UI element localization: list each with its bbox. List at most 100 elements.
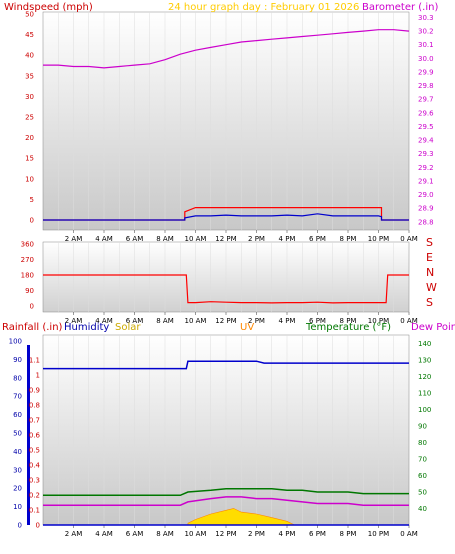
rain-y-tick-label: 0.1 (29, 507, 40, 515)
humidity-y-tick-label: 0 (18, 522, 22, 530)
dir-x-tick-label: 6 AM (126, 317, 144, 325)
humidity-y-tick-label: 40 (13, 448, 22, 456)
dir-y-tick-label: 90 (25, 287, 34, 295)
wind-y-tick-label: 5 (30, 196, 34, 204)
dir-y-tick-label: 270 (21, 256, 34, 264)
wind-x-tick-label: 6 AM (126, 235, 144, 243)
th-x-tick-label: 8 PM (340, 530, 357, 538)
baro-y-tick-label: 29.4 (418, 137, 434, 145)
wind-y-tick-label: 30 (25, 93, 34, 101)
humidity-y-tick-label: 100 (9, 338, 22, 346)
th-x-tick-label: 4 PM (279, 530, 296, 538)
rain-y-tick-label: 0.9 (29, 387, 40, 395)
solar-area (187, 508, 295, 526)
wind-y-tick-label: 10 (25, 175, 34, 183)
dir-compass-label: S (426, 236, 433, 249)
dir-x-tick-label: 4 PM (279, 317, 296, 325)
humidity-y-tick-label: 20 (13, 485, 22, 493)
dir-x-tick-label: 8 PM (340, 317, 357, 325)
solar-label: Solar (115, 322, 141, 333)
baro-y-tick-label: 29.8 (418, 82, 434, 90)
dir-x-tick-label: 12 PM (215, 317, 236, 325)
baro-y-tick-label: 30.2 (418, 28, 434, 36)
wind-x-tick-label: 2 PM (248, 235, 265, 243)
rain-y-tick-label: 1 (36, 372, 40, 380)
wind-x-tick-label: 12 PM (215, 235, 236, 243)
th-x-tick-label: 10 PM (368, 530, 389, 538)
dir-x-tick-label: 10 AM (185, 317, 207, 325)
temp-y-tick-label: 100 (418, 406, 431, 414)
baro-y-tick-label: 29.9 (418, 68, 434, 76)
wind-x-tick-label: 10 AM (185, 235, 207, 243)
temp-y-tick-label: 90 (418, 422, 427, 430)
baro-y-tick-label: 29.5 (418, 123, 434, 131)
wind-y-tick-label: 45 (25, 31, 34, 39)
wind-x-tick-label: 8 AM (156, 235, 174, 243)
th-x-tick-label: 0 AM (400, 530, 418, 538)
dewpoint-label: Dew Point (°F) (411, 322, 455, 333)
baro-y-tick-label: 29.2 (418, 164, 434, 172)
windspeed-series-line (43, 207, 409, 221)
wind-x-tick-label: 2 AM (65, 235, 83, 243)
rain-y-tick-label: 0.4 (29, 462, 41, 470)
wind-x-tick-label: 8 PM (340, 235, 357, 243)
dir-compass-label: E (426, 251, 433, 264)
wind-direction-series-line (43, 274, 409, 304)
temp-y-tick-label: 110 (418, 389, 431, 397)
th-x-tick-label: 6 PM (309, 530, 326, 538)
rain-axis-bar (27, 345, 30, 525)
temp-y-tick-label: 80 (418, 439, 427, 447)
wind-y-tick-label: 50 (25, 11, 34, 19)
humidity-label: Humidity (64, 322, 109, 333)
baro-y-tick-label: 29.3 (418, 150, 434, 158)
wind-y-tick-label: 35 (25, 72, 34, 80)
th-x-tick-label: 4 AM (95, 530, 113, 538)
average-wind-series-line (43, 213, 409, 221)
wind-x-tick-label: 0 AM (400, 235, 418, 243)
dir-x-tick-label: 4 AM (95, 317, 113, 325)
uv-label: UV (240, 322, 254, 333)
baro-y-tick-label: 29.1 (418, 177, 434, 185)
th-x-tick-label: 6 AM (126, 530, 144, 538)
humidity-y-tick-label: 60 (13, 411, 22, 419)
wind-x-tick-label: 6 PM (309, 235, 326, 243)
humidity-y-tick-label: 70 (13, 393, 22, 401)
wind-y-tick-label: 20 (25, 134, 34, 142)
temp-y-tick-label: 140 (418, 340, 431, 348)
dir-y-tick-label: 0 (30, 303, 34, 311)
rain-y-tick-label: 0.8 (29, 402, 40, 410)
wind-y-tick-label: 25 (25, 114, 34, 122)
baro-y-tick-label: 30.3 (418, 14, 434, 22)
wind-y-tick-label: 40 (25, 52, 34, 60)
temp-y-tick-label: 60 (418, 472, 427, 480)
temp-y-tick-label: 70 (418, 455, 427, 463)
temperature-label: Temperature (°F) (305, 322, 391, 333)
temp-y-tick-label: 130 (418, 356, 431, 364)
humidity-y-tick-label: 30 (13, 466, 22, 474)
rain-y-tick-label: 0 (36, 522, 40, 530)
rain-y-tick-label: 0.7 (29, 417, 40, 425)
th-x-tick-label: 2 PM (248, 530, 265, 538)
barometer-label: Barometer (.in) (362, 2, 438, 13)
temp-y-tick-label: 50 (418, 488, 427, 496)
dir-x-tick-label: 2 AM (65, 317, 83, 325)
dir-x-tick-label: 2 PM (248, 317, 265, 325)
humidity-y-tick-label: 10 (13, 503, 22, 511)
wind-y-tick-label: 15 (25, 155, 34, 163)
baro-y-tick-label: 29.0 (418, 191, 434, 199)
temp-y-tick-label: 120 (418, 373, 431, 381)
humidity-y-tick-label: 80 (13, 374, 22, 382)
dir-compass-label: W (426, 281, 437, 294)
wind-x-tick-label: 4 PM (279, 235, 296, 243)
th-x-tick-label: 10 AM (185, 530, 207, 538)
dir-x-tick-label: 10 PM (368, 317, 389, 325)
dir-x-tick-label: 0 AM (400, 317, 418, 325)
humidity-series-line (43, 360, 409, 370)
baro-y-tick-label: 28.9 (418, 205, 434, 213)
graph-title: 24 hour graph day : February 01 2026 (168, 2, 359, 13)
humidity-y-tick-label: 50 (13, 430, 22, 438)
baro-y-tick-label: 29.6 (418, 109, 434, 117)
wind-y-tick-label: 0 (30, 217, 34, 225)
temperature-series-line (43, 487, 409, 497)
dir-compass-label: S (426, 296, 433, 309)
